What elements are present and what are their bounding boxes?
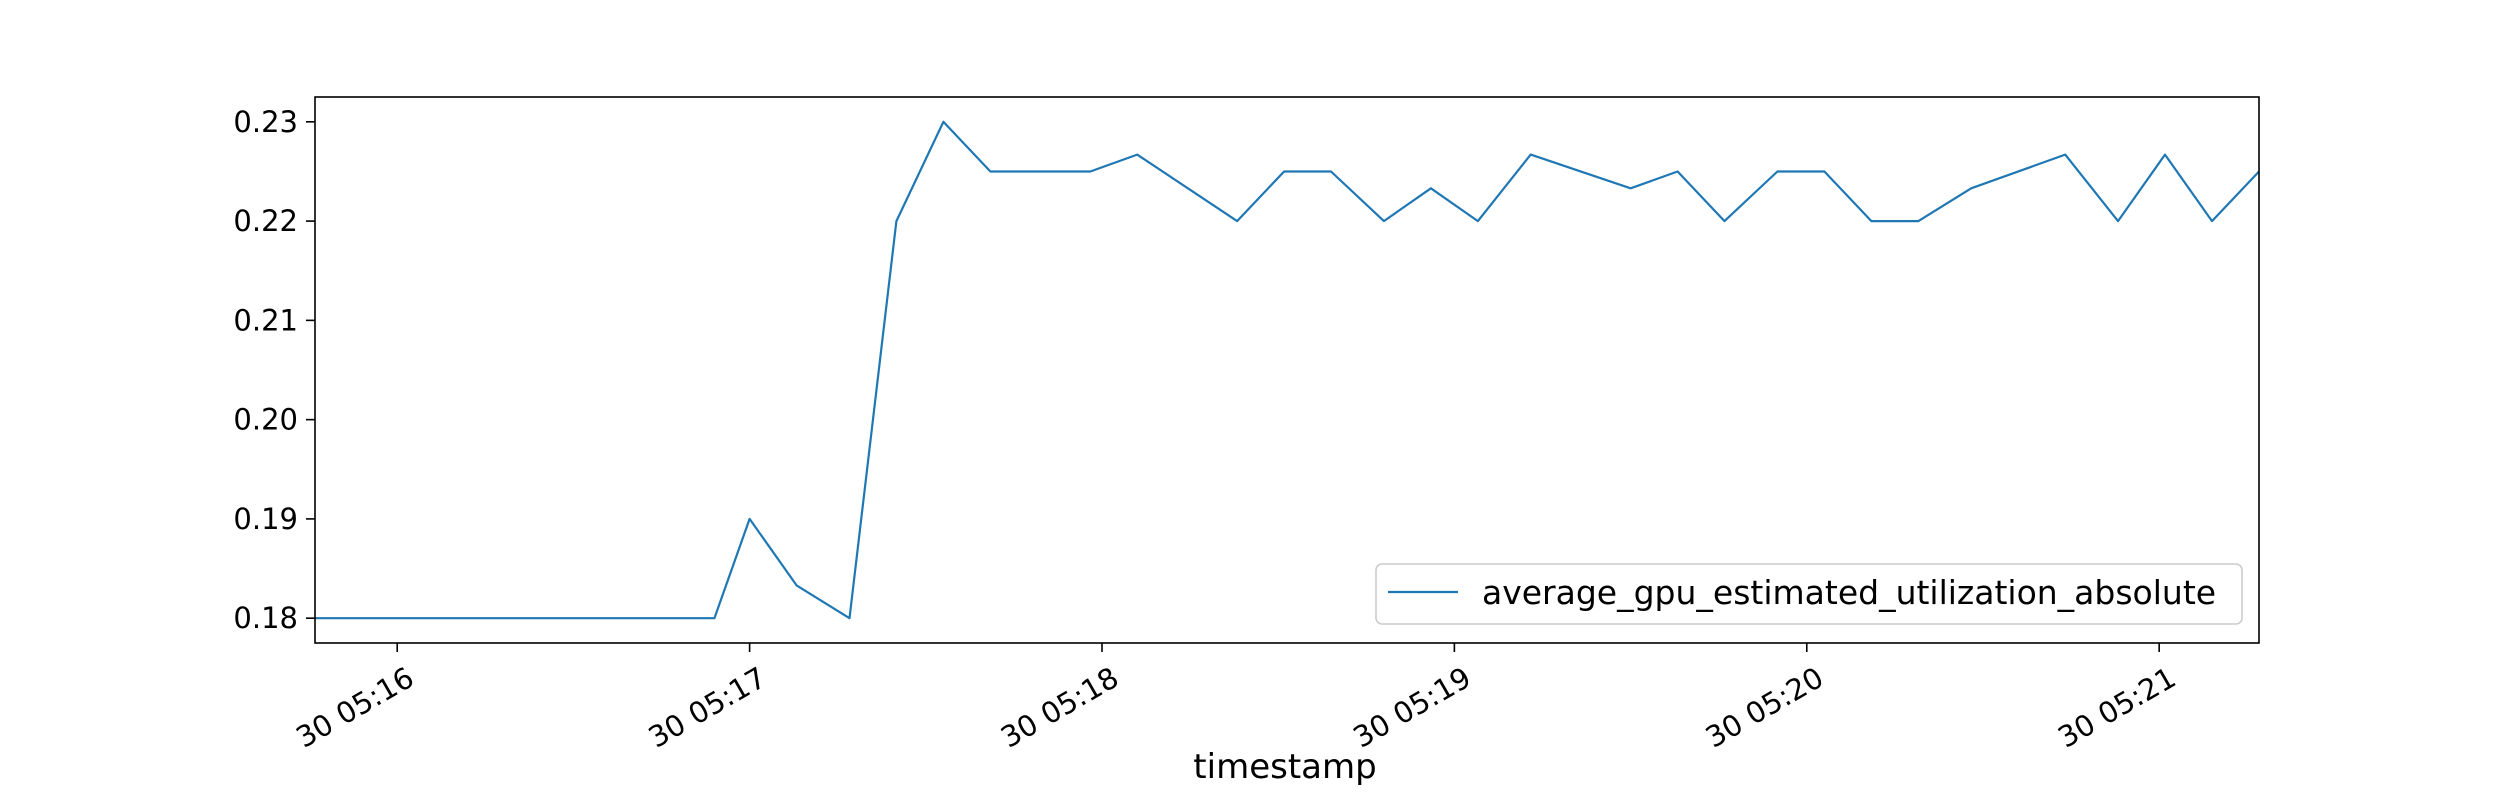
x-tick-label: 30 05:16 — [290, 660, 419, 754]
x-axis-label: timestamp — [1193, 747, 1376, 787]
y-tick-label: 0.22 — [233, 204, 298, 238]
x-tick-label: 30 05:20 — [1700, 660, 1829, 754]
x-tick-label: 30 05:17 — [643, 660, 772, 754]
x-tick-label: 30 05:18 — [995, 660, 1124, 754]
y-tick-label: 0.23 — [233, 105, 298, 139]
x-tick-label: 30 05:19 — [1347, 660, 1476, 754]
y-tick-label: 0.20 — [233, 403, 298, 437]
plot-frame — [314, 96, 2260, 644]
legend-label: average_gpu_estimated_utilization_absolu… — [1482, 573, 2216, 612]
legend: average_gpu_estimated_utilization_absolu… — [1375, 563, 2243, 625]
x-tick-label: 30 05:21 — [2052, 660, 2181, 754]
y-tick-label: 0.18 — [233, 601, 298, 635]
series-line-0 — [315, 120, 2260, 620]
y-tick-label: 0.19 — [233, 502, 298, 536]
y-tick-label: 0.21 — [233, 303, 298, 337]
legend-box — [1375, 563, 2243, 625]
